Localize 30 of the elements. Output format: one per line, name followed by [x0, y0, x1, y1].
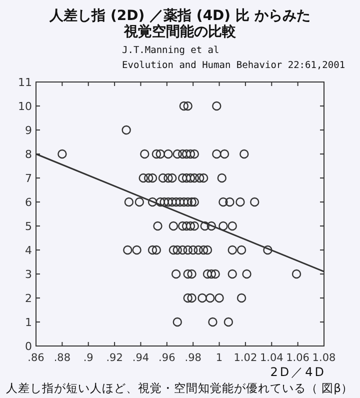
- x-tick-label: 1.06: [286, 352, 310, 364]
- x-tick-label: 1: [216, 352, 223, 364]
- y-tick-label: 10: [18, 100, 32, 113]
- x-tick-label: 1.02: [234, 352, 258, 364]
- x-tick-label: 1.08: [312, 352, 336, 364]
- x-tick-label: .98: [184, 352, 202, 364]
- y-tick-label: 3: [25, 268, 32, 281]
- x-tick-label: .9: [83, 352, 94, 364]
- x-tick-label: .88: [54, 352, 71, 364]
- y-tick-label: 8: [25, 148, 32, 161]
- chart-subtitle: 視覚空間能の比較: [123, 23, 237, 40]
- x-tick-label: .86: [28, 352, 45, 364]
- x-tick-label: 1.04: [260, 352, 284, 364]
- x-tick-label: .96: [158, 352, 176, 364]
- y-tick-label: 4: [25, 244, 32, 257]
- y-tick-label: 9: [25, 124, 32, 137]
- x-tick-label: .94: [132, 352, 150, 364]
- y-tick-label: 5: [25, 220, 32, 233]
- y-tick-label: 11: [18, 76, 32, 89]
- y-tick-label: 6: [25, 196, 32, 209]
- text: Evolution and Human Behavior 22:61,2001: [122, 60, 346, 71]
- y-tick-label: 0: [25, 340, 32, 353]
- y-tick-label: 1: [25, 316, 32, 329]
- y-tick-label: 7: [25, 172, 32, 185]
- x-axis-title: 2D／4D: [270, 365, 326, 379]
- text: J.T.Manning et al: [122, 45, 220, 56]
- text: 人差し指が短い人ほど、視覚・空間知覚能が優れている（ 図β）: [6, 381, 353, 395]
- y-tick-label: 2: [25, 292, 32, 305]
- x-tick-label: .92: [106, 352, 123, 364]
- chart-title: 人差し指 (2D) ／薬指 (4D) 比 からみた: [48, 8, 310, 24]
